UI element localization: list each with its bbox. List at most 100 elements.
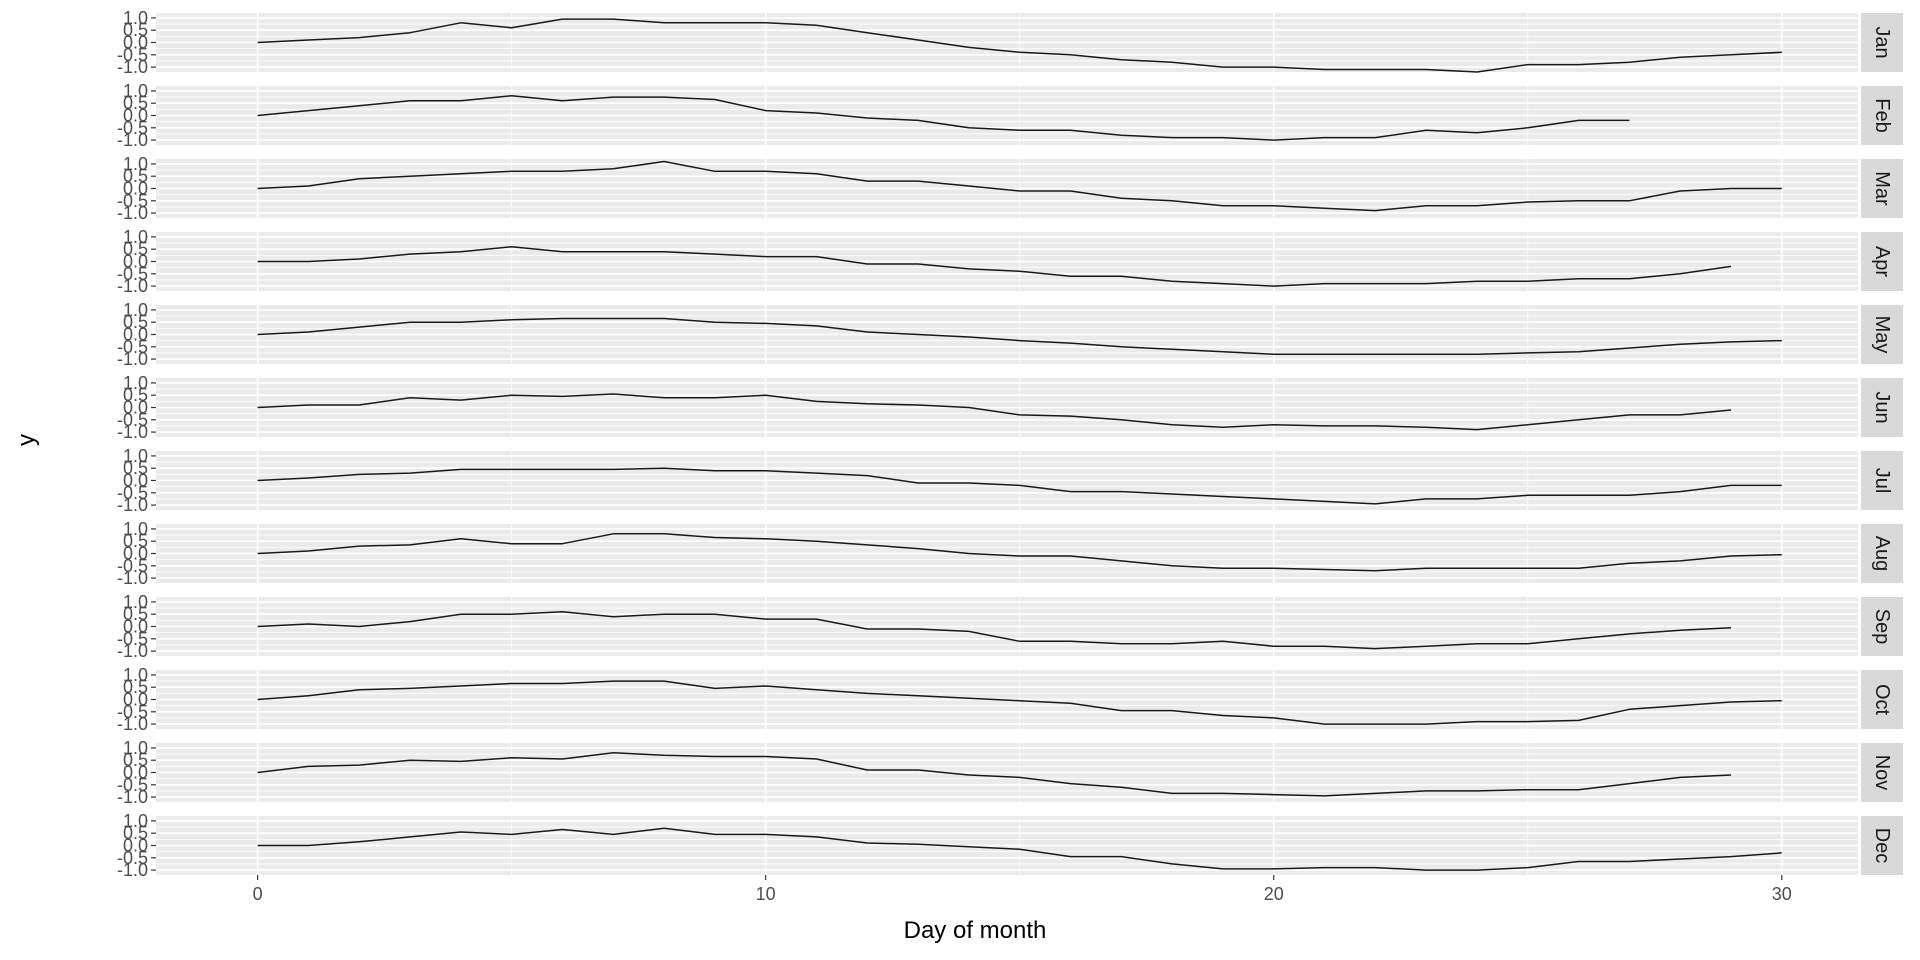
series-line-oct: [257, 680, 1782, 725]
y-tick-label: 0.0: [123, 179, 148, 199]
facet-panel-sep: -1.0-0.50.00.51.0 Sep: [117, 592, 1903, 661]
series-line-jun: [257, 393, 1732, 431]
facet-panel-jan: -1.0-0.50.00.51.0 Jan: [117, 8, 1903, 77]
y-tick-label: 0.5: [123, 20, 148, 40]
y-tick-label: -1.0: [117, 714, 148, 734]
facet-panel-mar: -1.0-0.50.00.51.0 Mar: [117, 154, 1903, 223]
y-tick-label: -0.5: [117, 629, 148, 649]
y-tick-label: 0.0: [123, 763, 148, 783]
facet-strip-label: Dec: [1871, 828, 1893, 864]
facet-panel-nov: -1.0-0.50.00.51.0 Nov: [117, 738, 1903, 807]
y-tick-label: 0.0: [123, 398, 148, 418]
y-tick-label: 1.0: [123, 811, 148, 831]
y-tick-label: -1.0: [117, 860, 148, 880]
facet-strip: [1861, 13, 1903, 72]
y-tick-label: 0.5: [123, 677, 148, 697]
y-tick-label: 0.5: [123, 239, 148, 259]
facet-strip-label: Apr: [1871, 246, 1893, 277]
y-tick-label: 0.0: [123, 544, 148, 564]
y-tick-label: -0.5: [117, 337, 148, 357]
facet-panels: -1.0-0.50.00.51.0Jan-1.0-0.50.00.51.0Feb…: [117, 8, 1903, 880]
y-tick-label: 1.0: [123, 373, 148, 393]
y-tick-label: -1.0: [117, 57, 148, 77]
y-tick-label: -0.5: [117, 848, 148, 868]
y-tick-label: 0.5: [123, 385, 148, 405]
y-tick-label: -0.5: [117, 556, 148, 576]
y-tick-label: 0.0: [123, 106, 148, 126]
y-tick-label: 0.5: [123, 750, 148, 770]
facet-strip: [1861, 816, 1903, 875]
series-line-dec: [257, 827, 1782, 871]
facet-panel-jul: -1.0-0.50.00.51.0 Jul: [117, 446, 1903, 515]
x-tick-label: 30: [1772, 884, 1792, 904]
y-tick-label: -1.0: [117, 787, 148, 807]
y-tick-label: 1.0: [123, 665, 148, 685]
facet-strip-label: Oct: [1871, 684, 1893, 716]
y-tick-label: 0.0: [123, 471, 148, 491]
y-tick-label: 1.0: [123, 738, 148, 758]
facet-panel-aug: -1.0-0.50.00.51.0 Aug: [117, 519, 1903, 588]
facet-panel-oct: -1.0-0.50.00.51.0 Oct: [117, 665, 1903, 734]
y-tick-label: -0.5: [117, 118, 148, 138]
series-line-feb: [257, 95, 1630, 141]
y-tick-label: -1.0: [117, 641, 148, 661]
y-tick-label: 1.0: [123, 154, 148, 174]
facet-strip-label: Mar: [1871, 171, 1893, 206]
y-tick-label: -1.0: [117, 422, 148, 442]
x-tick-label: 10: [756, 884, 776, 904]
facet-strip: [1861, 86, 1903, 145]
facet-strip-label: Feb: [1871, 98, 1893, 132]
facet-strip-label: Jul: [1871, 468, 1893, 494]
facet-strip: [1861, 597, 1903, 656]
y-tick-label: 0.5: [123, 458, 148, 478]
y-tick-label: 0.5: [123, 93, 148, 113]
facet-strip: [1861, 159, 1903, 218]
facet-panel-dec: -1.0-0.50.00.51.0 Dec: [117, 811, 1903, 880]
series-line-mar: [257, 160, 1782, 212]
y-tick-label: -0.5: [117, 483, 148, 503]
series-line-jan: [257, 18, 1782, 73]
y-tick-label: 0.0: [123, 617, 148, 637]
series-line-sep: [257, 611, 1732, 650]
y-tick-label: -1.0: [117, 203, 148, 223]
facet-panel-apr: -1.0-0.50.00.51.0 Apr: [117, 227, 1903, 296]
x-axis-title: Day of month: [904, 917, 1047, 944]
facet-strip-label: Sep: [1871, 609, 1893, 645]
y-tick-label: 0.0: [123, 836, 148, 856]
y-tick-label: 0.5: [123, 604, 148, 624]
y-tick-label: 0.5: [123, 312, 148, 332]
facet-panel-may: -1.0-0.50.00.51.0 May: [117, 300, 1903, 369]
y-tick-label: -0.5: [117, 775, 148, 795]
y-tick-label: 1.0: [123, 446, 148, 466]
y-tick-label: 0.5: [123, 823, 148, 843]
y-tick-label: 0.0: [123, 33, 148, 53]
y-tick-label: 1.0: [123, 227, 148, 247]
series-line-may: [257, 317, 1782, 355]
y-axis-title: y: [13, 434, 40, 446]
y-tick-label: -0.5: [117, 264, 148, 284]
y-tick-label: -0.5: [117, 410, 148, 430]
series-line-nov: [257, 752, 1732, 797]
y-tick-label: 0.0: [123, 252, 148, 272]
facet-strip: [1861, 670, 1903, 729]
facet-panel-jun: -1.0-0.50.00.51.0 Jun: [117, 373, 1903, 442]
facet-strip-label: Jun: [1871, 391, 1893, 423]
y-tick-label: -1.0: [117, 276, 148, 296]
y-tick-label: 1.0: [123, 519, 148, 539]
x-tick-label: 20: [1264, 884, 1284, 904]
y-tick-label: -0.5: [117, 45, 148, 65]
facet-strip-label: Aug: [1871, 536, 1893, 572]
y-tick-label: -0.5: [117, 702, 148, 722]
y-tick-label: -1.0: [117, 568, 148, 588]
y-tick-label: -0.5: [117, 191, 148, 211]
y-tick-label: -1.0: [117, 495, 148, 515]
x-axis: 0 10 20 30: [253, 875, 1792, 904]
y-tick-label: -1.0: [117, 349, 148, 369]
y-tick-label: 1.0: [123, 81, 148, 101]
y-tick-label: 0.0: [123, 690, 148, 710]
x-tick-label: 0: [253, 884, 263, 904]
y-tick-label: 1.0: [123, 300, 148, 320]
series-line-aug: [257, 533, 1782, 572]
facet-strip: [1861, 305, 1903, 364]
